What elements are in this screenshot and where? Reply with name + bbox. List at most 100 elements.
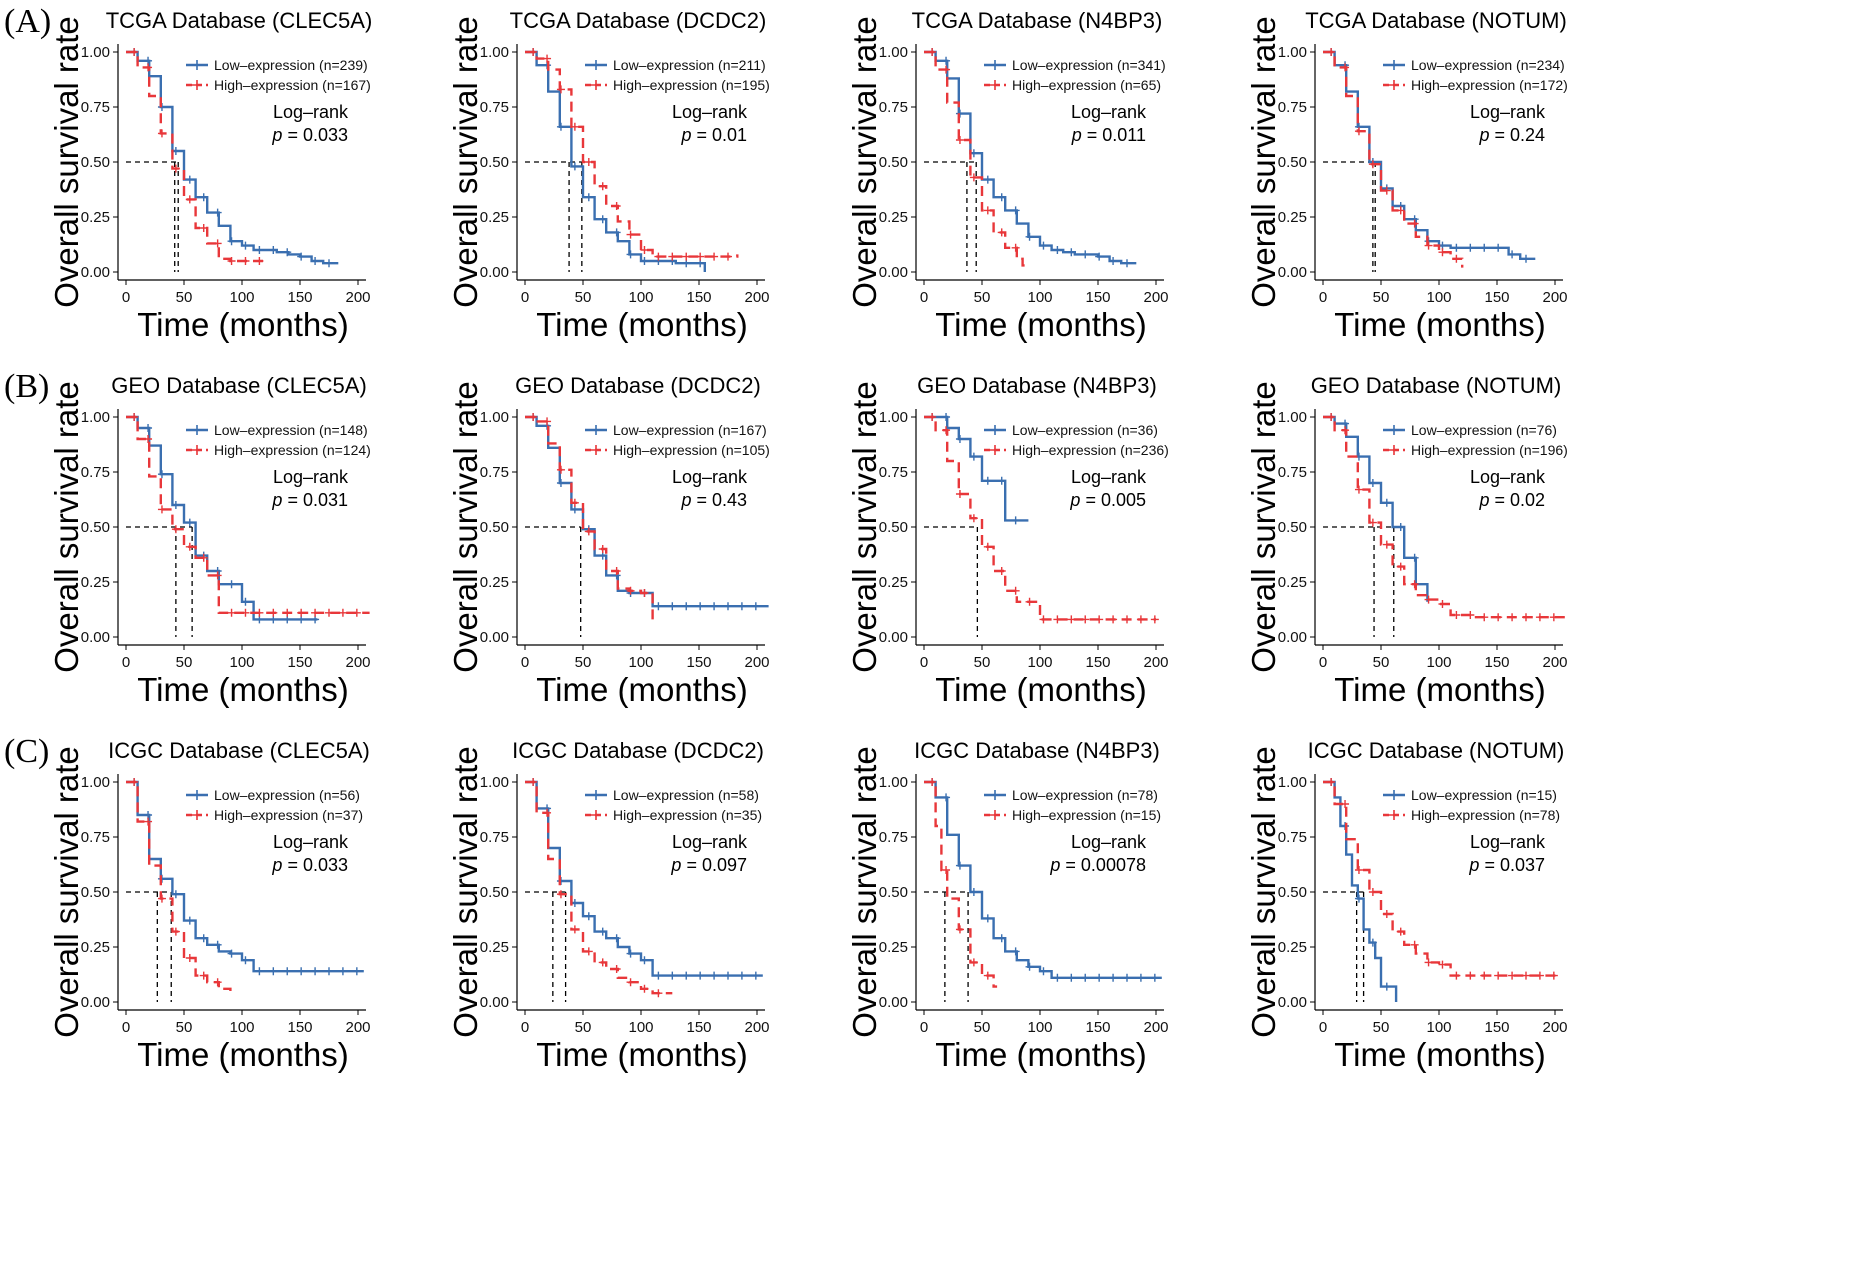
y-tick-label: 0.75 <box>81 464 110 481</box>
y-tick-label: 0.00 <box>1278 629 1307 646</box>
y-tick-label: 0.75 <box>1278 464 1307 481</box>
censor-mark <box>213 940 222 949</box>
legend-high-marker <box>1389 445 1399 455</box>
x-tick-label: 100 <box>628 289 653 306</box>
censor-mark <box>1382 910 1391 918</box>
censor-mark <box>325 608 333 617</box>
censor-mark <box>584 912 593 921</box>
censor-mark <box>227 608 236 617</box>
censor-mark <box>556 890 565 899</box>
y-axis-label: Overall survival rate <box>447 381 484 673</box>
x-axis-label: Time (months) <box>1334 306 1545 343</box>
censor-mark <box>311 257 320 265</box>
chart-title: ICGC Database (N4BP3) <box>914 738 1160 763</box>
p-value-number: = 0.031 <box>282 490 348 510</box>
censor-mark <box>1341 63 1350 72</box>
x-axis-label: Time (months) <box>536 306 747 343</box>
y-tick-label: 0.25 <box>1278 574 1307 591</box>
x-axis-label: Time (months) <box>1334 1036 1545 1073</box>
x-axis-label: Time (months) <box>536 1036 747 1073</box>
p-value-number: = 0.037 <box>1479 855 1545 875</box>
p-symbol: p <box>1468 855 1479 875</box>
logrank-label: Log–rank <box>1470 832 1546 852</box>
x-tick-label: 0 <box>920 1019 928 1036</box>
censor-mark <box>928 413 937 421</box>
x-axis-label: Time (months) <box>935 671 1146 708</box>
censor-mark <box>654 971 663 980</box>
censor-mark <box>942 426 951 435</box>
p-value-number: = 0.00078 <box>1060 855 1146 875</box>
censor-mark <box>227 949 236 958</box>
censor-mark <box>955 925 964 934</box>
high-expression-curve <box>1323 50 1464 268</box>
censor-mark <box>1535 971 1544 980</box>
censor-mark <box>942 793 951 802</box>
logrank-label: Log–rank <box>672 467 748 487</box>
x-tick-label: 150 <box>1484 289 1509 306</box>
p-symbol: p <box>1049 855 1060 875</box>
censor-mark <box>297 967 306 976</box>
censor-mark <box>598 958 607 967</box>
censor-mark <box>737 971 746 980</box>
censor-mark <box>1382 186 1391 195</box>
censor-mark <box>255 246 264 254</box>
censor-mark <box>556 122 565 131</box>
censor-mark <box>157 505 166 514</box>
p-value: p = 0.24 <box>1478 125 1545 145</box>
x-tick-label: 100 <box>628 654 653 671</box>
legend-low-marker <box>990 790 1000 800</box>
censor-mark <box>724 602 732 611</box>
y-tick-label: 0.75 <box>81 99 110 116</box>
censor-mark <box>1410 219 1419 228</box>
censor-mark <box>570 122 579 131</box>
y-tick-label: 0.50 <box>480 154 509 171</box>
y-tick-label: 1.00 <box>480 44 509 61</box>
panel-label-c: (C) <box>4 733 49 770</box>
x-tick-label: 50 <box>575 654 592 671</box>
y-tick-label: 0.00 <box>879 629 908 646</box>
y-tick-label: 0.00 <box>879 994 908 1011</box>
censor-mark <box>241 608 250 617</box>
legend-high-label: High–expression (n=35) <box>613 807 762 823</box>
x-tick-label: 150 <box>287 289 312 306</box>
x-axis-label: Time (months) <box>935 306 1146 343</box>
x-tick-label: 0 <box>122 654 130 671</box>
censor-mark <box>1067 248 1076 257</box>
legend-high-marker <box>1389 80 1399 90</box>
censor-mark <box>241 956 250 965</box>
p-value: p = 0.02 <box>1478 490 1545 510</box>
censor-mark <box>1480 243 1489 252</box>
panel-label-a: (A) <box>4 3 51 40</box>
censor-mark <box>1424 595 1433 604</box>
x-tick-label: 200 <box>744 289 769 306</box>
y-tick-label: 0.25 <box>879 574 908 591</box>
censor-mark <box>144 63 153 72</box>
censor-mark <box>543 417 552 426</box>
censor-mark <box>227 257 236 265</box>
censor-mark <box>130 413 139 421</box>
x-tick-label: 50 <box>176 289 193 306</box>
x-tick-label: 200 <box>744 654 769 671</box>
censor-mark <box>1424 241 1433 250</box>
x-tick-label: 200 <box>1542 654 1567 671</box>
legend-low-marker <box>192 425 202 435</box>
legend-low-label: Low–expression (n=341) <box>1012 57 1166 73</box>
chart-title: TCGA Database (NOTUM) <box>1305 8 1567 33</box>
censor-mark <box>997 193 1006 202</box>
censor-mark <box>1081 615 1090 624</box>
legend-low-label: Low–expression (n=15) <box>1411 787 1557 803</box>
legend-high-marker <box>192 810 202 820</box>
legend-low-marker <box>192 60 202 70</box>
x-tick-label: 150 <box>1484 1019 1509 1036</box>
censor-mark <box>283 248 292 257</box>
censor-mark <box>1494 243 1503 252</box>
x-tick-label: 0 <box>122 289 130 306</box>
x-tick-label: 0 <box>521 654 529 671</box>
censor-mark <box>1109 257 1118 265</box>
p-symbol: p <box>271 490 282 510</box>
censor-mark <box>255 967 264 976</box>
legend-low-label: Low–expression (n=36) <box>1012 422 1158 438</box>
censor-mark <box>696 602 705 611</box>
censor-mark <box>185 175 194 184</box>
censor-mark <box>1081 973 1090 982</box>
